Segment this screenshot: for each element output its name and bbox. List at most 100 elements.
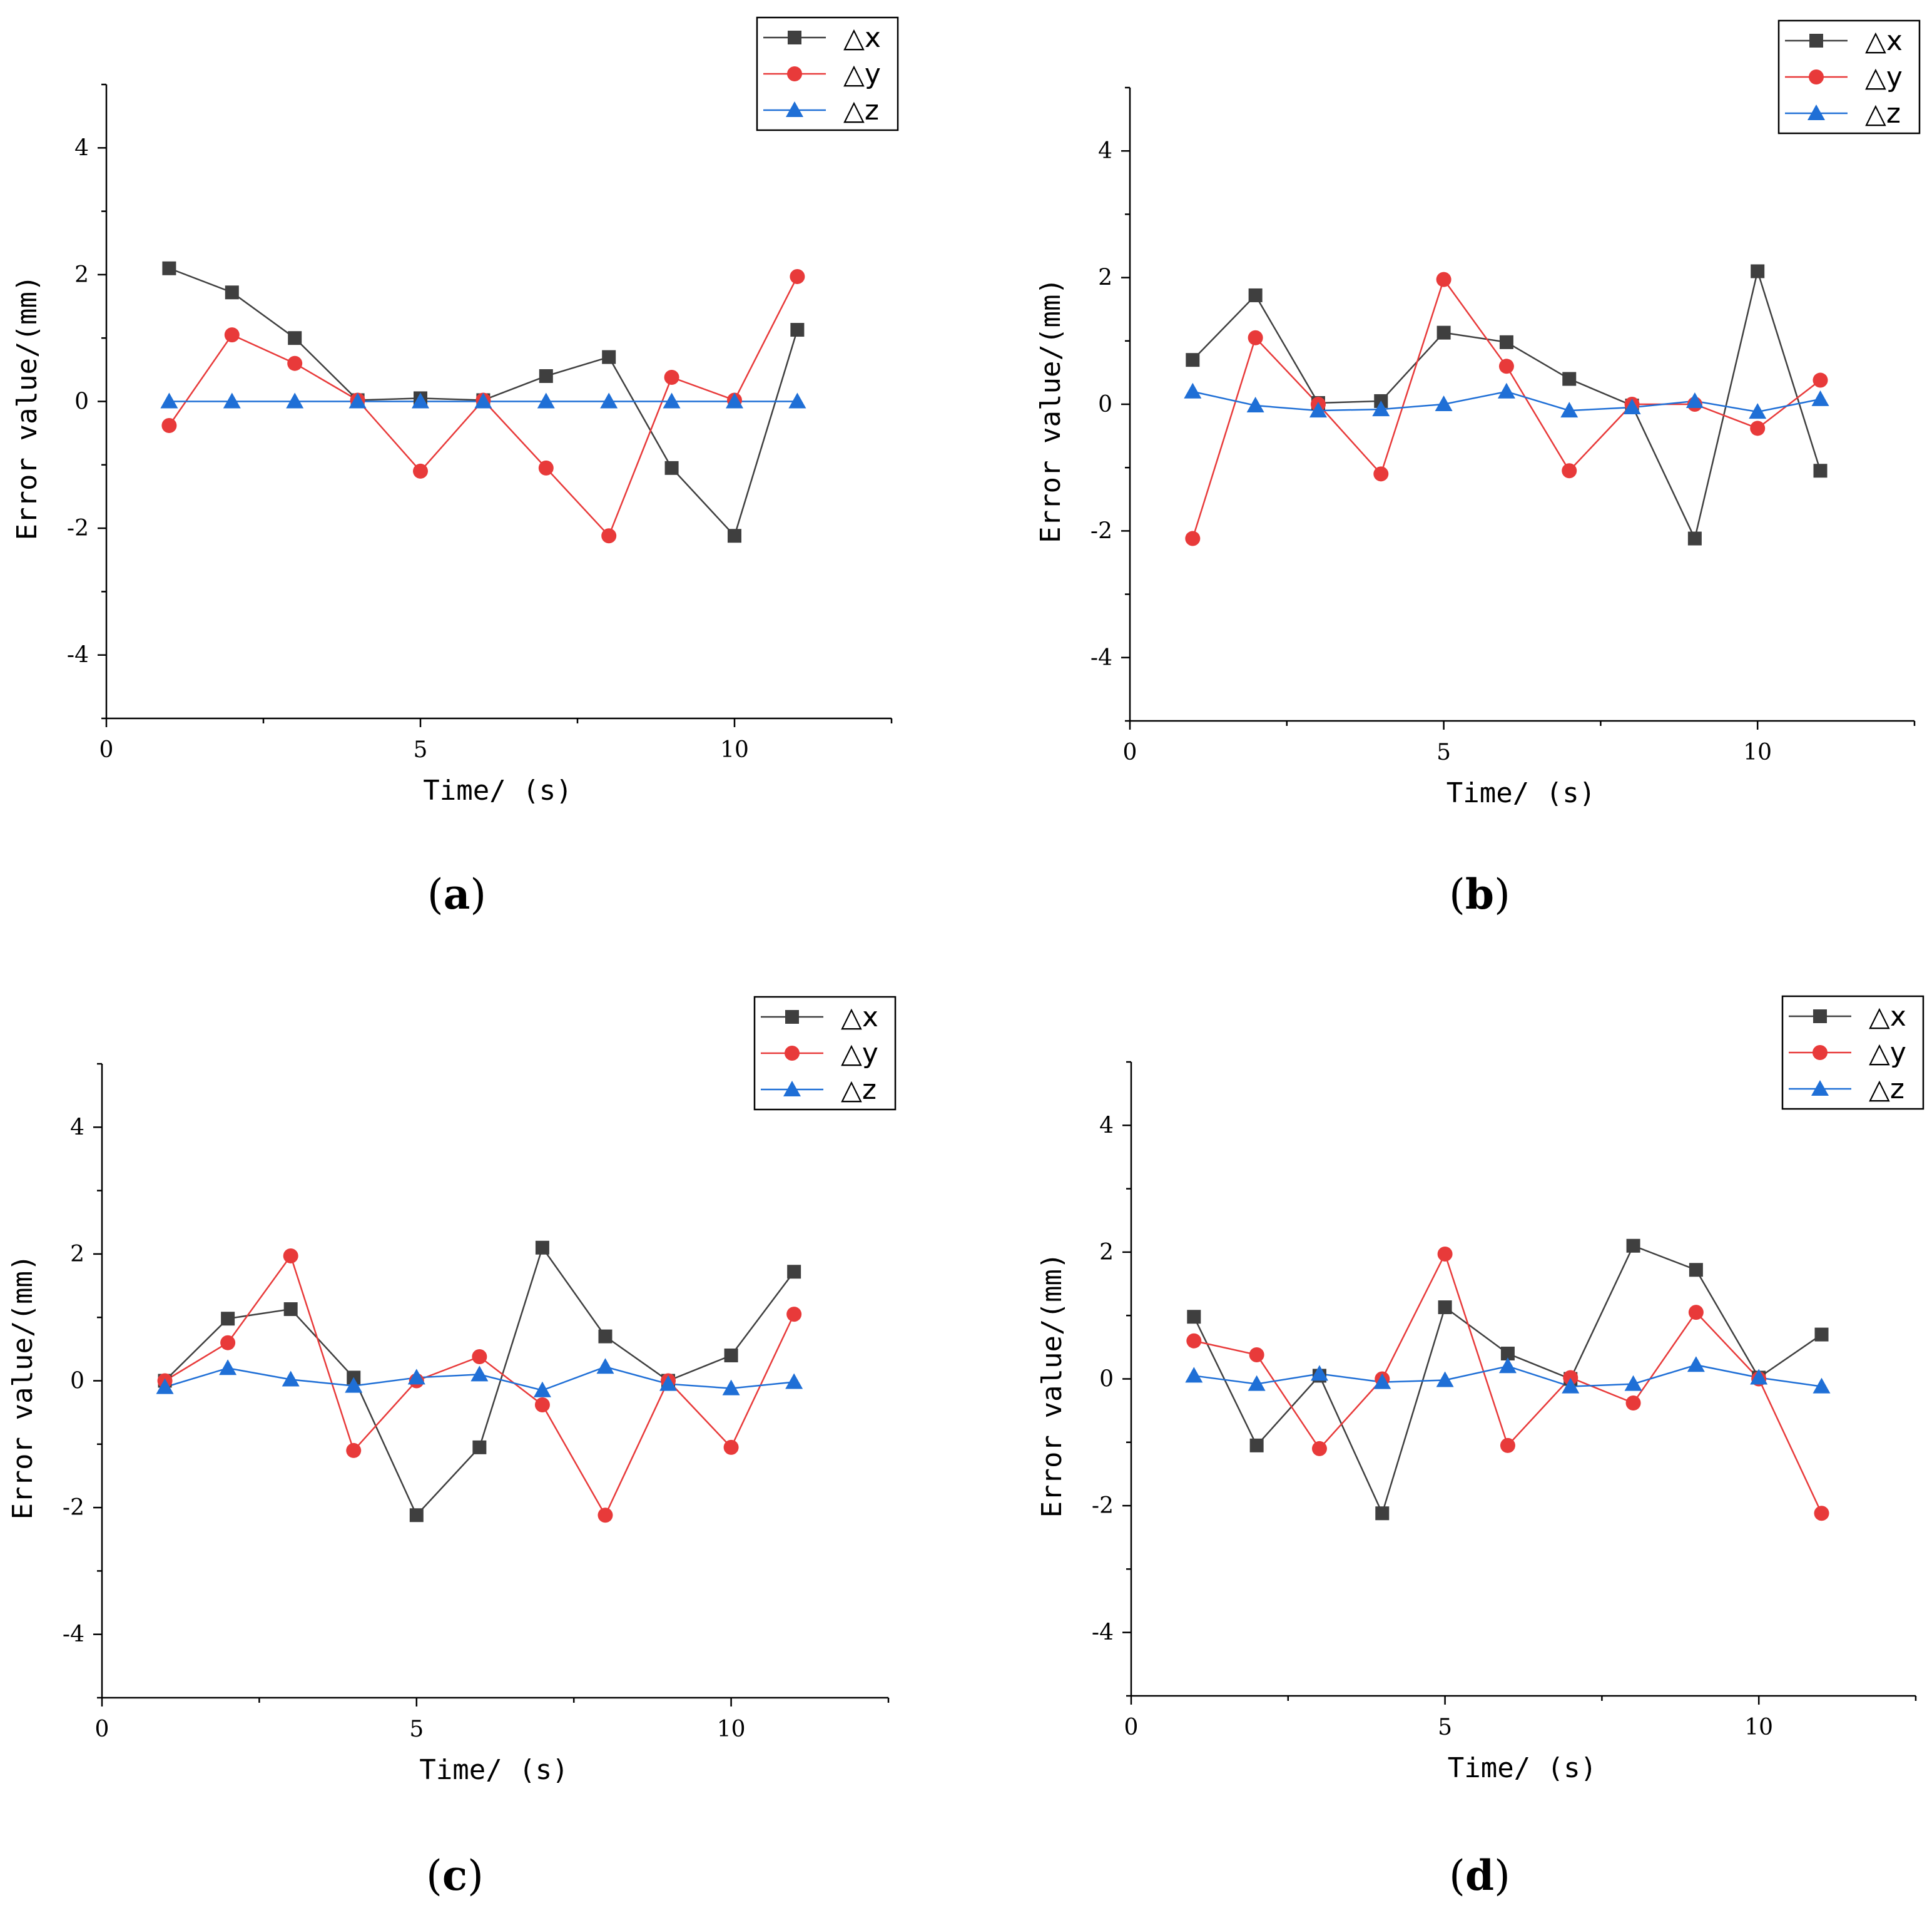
- legend-marker: [1813, 1009, 1827, 1023]
- y-tick-label: 0: [1099, 1367, 1114, 1392]
- legend-label: △z: [841, 1074, 877, 1106]
- data-point-dx: [1689, 1263, 1703, 1277]
- data-point-dy: [1688, 1305, 1704, 1320]
- data-point-dz: [1372, 400, 1390, 417]
- legend-marker: [785, 1046, 800, 1061]
- data-point-dx: [1436, 325, 1451, 340]
- data-point-dz: [1623, 399, 1641, 415]
- x-axis-title: Time/ (s): [419, 1754, 568, 1786]
- data-point-dx: [1813, 464, 1828, 478]
- data-point-dy: [287, 355, 303, 371]
- panel-label: (b): [1449, 870, 1510, 919]
- data-point-dz: [1749, 403, 1767, 419]
- data-point-dx: [409, 1508, 424, 1523]
- data-point-dy: [1625, 1395, 1641, 1411]
- data-point-dz: [1184, 382, 1202, 399]
- y-axis-title: Error value/(mm): [1036, 1253, 1068, 1518]
- data-point-dz: [1685, 392, 1704, 408]
- panel-a: -4 -2 0 2 4 0 5 10 Time/ (s) Error value/(mm) △x △y…: [11, 16, 899, 919]
- data-point-dz: [722, 1379, 740, 1395]
- series-line-dy: [1194, 1252, 1823, 1514]
- data-point-dz: [1497, 382, 1515, 399]
- data-point-dx: [790, 323, 805, 337]
- data-point-dy: [1813, 372, 1828, 388]
- series-line-dx: [164, 1245, 795, 1517]
- data-point-dz: [1813, 1377, 1831, 1394]
- data-point-dz: [219, 1359, 237, 1375]
- data-point-dx: [162, 261, 176, 275]
- data-point-dz: [1750, 1369, 1768, 1385]
- y-tick-label: 2: [74, 262, 89, 288]
- legend: △x △y △z: [756, 16, 899, 131]
- data-point-dy: [538, 460, 554, 476]
- data-point-dz: [470, 1365, 489, 1382]
- data-point-dx: [1375, 1506, 1390, 1521]
- data-point-dy: [1248, 330, 1263, 345]
- y-tick-label: -2: [1092, 1493, 1114, 1519]
- y-tick-label: 0: [1098, 392, 1112, 417]
- legend-label: △z: [843, 94, 879, 126]
- data-point-dz: [596, 1358, 614, 1374]
- y-axis-title: Error value/(mm): [11, 275, 43, 541]
- data-point-dx: [1186, 353, 1200, 367]
- data-point-dy: [1437, 1246, 1453, 1262]
- data-point-dy: [1750, 421, 1766, 436]
- data-point-dx: [1499, 335, 1513, 349]
- data-point-dz: [286, 392, 304, 409]
- data-point-dx: [1814, 1327, 1829, 1342]
- data-point-dy: [723, 1439, 739, 1455]
- y-tick-label: -2: [63, 1495, 84, 1521]
- legend-marker: [787, 66, 802, 81]
- data-point-dz: [1811, 390, 1829, 406]
- data-point-dz: [1560, 402, 1579, 418]
- y-tick-label: -4: [1092, 1620, 1114, 1646]
- x-tick-label: 5: [414, 737, 428, 763]
- legend-marker: [788, 31, 801, 44]
- y-tick-label: 4: [1099, 1113, 1114, 1138]
- data-point-dz: [223, 392, 241, 409]
- panel-label: (d): [1449, 1851, 1510, 1900]
- data-point-dz: [1185, 1367, 1203, 1383]
- legend-label: △z: [1865, 98, 1901, 130]
- data-point-dz: [537, 392, 555, 409]
- data-point-dz: [282, 1370, 300, 1387]
- data-point-dy: [1311, 1441, 1327, 1456]
- panel-letter: b: [1465, 870, 1494, 919]
- data-point-dz: [156, 1378, 174, 1394]
- panel-b: -4 -2 0 2 4 0 5 10 Time/ (s) Error value/(mm) △x △y…: [1035, 19, 1921, 919]
- x-tick-label: 0: [1123, 740, 1137, 765]
- y-tick-label: 2: [1098, 265, 1112, 291]
- data-point-dz: [1435, 395, 1453, 411]
- data-point-dy: [664, 370, 679, 385]
- data-point-dy: [220, 1335, 236, 1350]
- data-point-dy: [786, 1307, 802, 1322]
- legend-marker: [1813, 1045, 1828, 1060]
- y-tick-label: -4: [67, 643, 89, 668]
- x-axis-title: Time/ (s): [1448, 1752, 1597, 1784]
- x-axis-title: Time/ (s): [423, 775, 572, 807]
- legend-label: △y: [843, 58, 881, 90]
- data-point-dy: [790, 268, 805, 284]
- legend-label: △y: [841, 1038, 878, 1069]
- data-point-dx: [724, 1348, 738, 1362]
- y-tick-label: 2: [70, 1242, 84, 1267]
- data-point-dx: [1562, 372, 1577, 386]
- y-axis-title: Error value/(mm): [7, 1255, 39, 1520]
- data-point-dy: [161, 417, 177, 433]
- legend-marker: [785, 1010, 799, 1024]
- data-point-dx: [288, 331, 302, 345]
- x-tick-label: 5: [1438, 1715, 1452, 1740]
- data-point-dy: [1436, 272, 1452, 287]
- data-point-dx: [225, 285, 239, 300]
- data-point-dz: [785, 1373, 803, 1389]
- data-point-dz: [1624, 1375, 1642, 1391]
- y-axis-title: Error value/(mm): [1035, 278, 1067, 543]
- x-tick-label: 5: [1436, 740, 1451, 765]
- y-tick-label: 4: [1098, 138, 1112, 164]
- y-tick-label: -2: [1091, 518, 1112, 544]
- data-point-dx: [283, 1302, 298, 1317]
- data-point-dy: [1373, 466, 1389, 482]
- series-line-dx: [1192, 268, 1821, 541]
- panel-letter: a: [444, 870, 470, 919]
- data-point-dy: [1500, 1437, 1515, 1453]
